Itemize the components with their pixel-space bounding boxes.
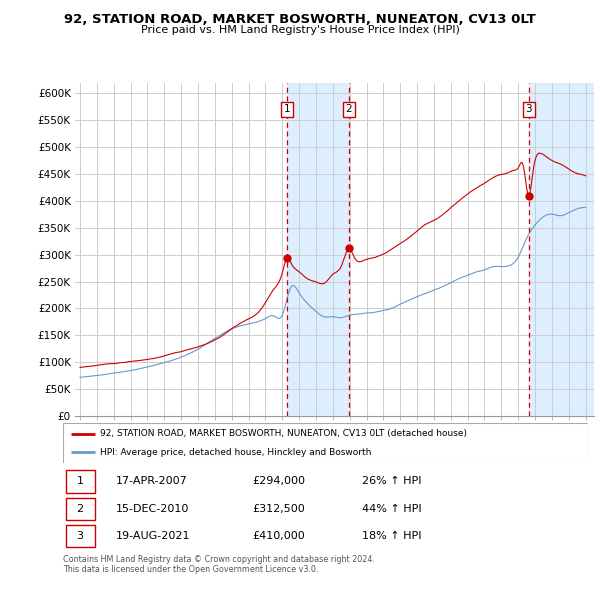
Text: 3: 3 [77,531,83,541]
Text: Contains HM Land Registry data © Crown copyright and database right 2024.: Contains HM Land Registry data © Crown c… [63,555,375,563]
Text: 92, STATION ROAD, MARKET BOSWORTH, NUNEATON, CV13 0LT (detached house): 92, STATION ROAD, MARKET BOSWORTH, NUNEA… [100,430,467,438]
Text: 1: 1 [77,477,83,487]
Text: 44% ↑ HPI: 44% ↑ HPI [362,504,422,514]
Text: 15-DEC-2010: 15-DEC-2010 [115,504,189,514]
Text: 1: 1 [284,104,290,114]
Bar [65,470,95,493]
Text: 3: 3 [526,104,532,114]
Text: 17-APR-2007: 17-APR-2007 [115,477,187,487]
Bar [65,525,95,548]
Text: £410,000: £410,000 [252,531,305,541]
Text: £294,000: £294,000 [252,477,305,487]
Text: 2: 2 [77,504,83,514]
Text: 18% ↑ HPI: 18% ↑ HPI [362,531,422,541]
Bar [65,498,95,520]
Text: Price paid vs. HM Land Registry's House Price Index (HPI): Price paid vs. HM Land Registry's House … [140,25,460,35]
Text: 2: 2 [346,104,352,114]
Text: 19-AUG-2021: 19-AUG-2021 [115,531,190,541]
Text: £312,500: £312,500 [252,504,305,514]
Text: 26% ↑ HPI: 26% ↑ HPI [362,477,422,487]
Text: This data is licensed under the Open Government Licence v3.0.: This data is licensed under the Open Gov… [63,565,319,574]
Bar [287,83,349,416]
Text: 92, STATION ROAD, MARKET BOSWORTH, NUNEATON, CV13 0LT: 92, STATION ROAD, MARKET BOSWORTH, NUNEA… [64,13,536,26]
Bar [529,83,594,416]
Text: HPI: Average price, detached house, Hinckley and Bosworth: HPI: Average price, detached house, Hinc… [100,448,371,457]
